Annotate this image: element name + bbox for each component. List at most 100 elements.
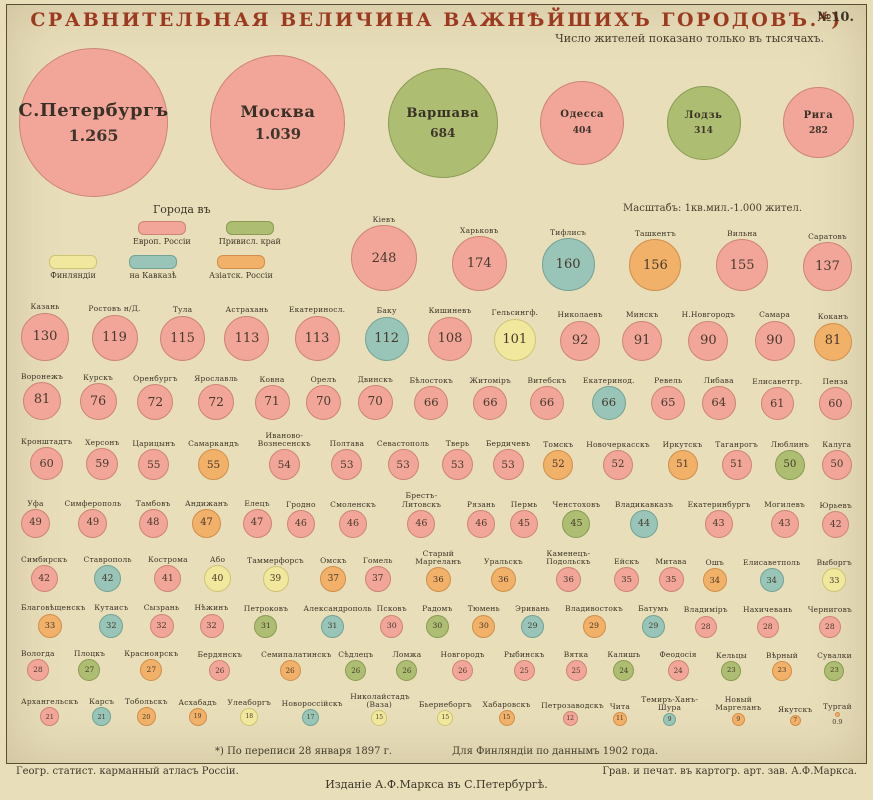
bubble-row: Симбирскъ 42 Ставрополь 42 Кострома 41 Або 40 Та… (15, 548, 858, 593)
city-bubble: Кронштадтъ 60 (21, 437, 72, 481)
legend-line-2: Финляндіи на Кавказѣ Азіатск. Россіи (49, 255, 345, 280)
city-circle: 23 (824, 660, 845, 681)
city-bubble: Новороссійскъ 17 (282, 699, 343, 727)
city-value: 60 (828, 396, 843, 410)
city-name-label: Радомъ (422, 604, 453, 614)
city-name-label: Екатериносл. (288, 305, 346, 315)
page-title: СРАВНИТЕЛЬНАЯ ВЕЛИЧИНА ВАЖНѢЙШИХЪ ГОРОДО… (30, 9, 843, 31)
city-circle: 35 (614, 567, 640, 593)
city-circle: 64 (701, 385, 736, 420)
city-bubble: Петрозаводскъ 12 (541, 701, 604, 727)
city-circle: 19 (188, 708, 207, 727)
city-bubble: Сувалки 23 (817, 650, 852, 681)
city-value: 9 (736, 715, 741, 723)
city-value: 115 (170, 330, 195, 346)
city-circle: Лодзь 314 (666, 85, 741, 160)
city-bubble: Таммерфорсъ 39 (247, 556, 304, 593)
city-circle: 76 (79, 382, 117, 420)
city-name-label: Иркутскъ (662, 440, 703, 449)
city-value: 119 (102, 330, 127, 345)
city-name-label: Архангельскъ (21, 697, 79, 706)
city-circle: 29 (641, 614, 665, 638)
city-name-label: Ревель (654, 375, 683, 385)
city-circle: 45 (510, 509, 539, 538)
city-name-label: Владикавказъ (614, 499, 674, 509)
city-bubble: Ташкентъ 156 (629, 229, 682, 292)
city-bubble: Нахичевань 28 (743, 605, 792, 638)
city-name-label: Уфа (27, 498, 44, 508)
city-value: 155 (729, 257, 755, 273)
city-name-label: Саратовъ (808, 232, 847, 241)
legend-item-label: на Кавказѣ (129, 271, 177, 280)
city-bubble: Новый Маргеланъ 9 (709, 695, 767, 727)
city-name-label: Черниговъ (807, 605, 852, 615)
city-bubble: С.Петербургъ 1.265 (18, 48, 168, 197)
city-circle: 9 (731, 713, 745, 727)
city-circle: 36 (555, 567, 581, 593)
city-value: 130 (32, 329, 58, 344)
city-name-label: Тобольскъ (124, 697, 168, 706)
city-circle: 43 (770, 509, 799, 538)
city-name-label: Феодосія (659, 649, 697, 659)
city-name-label: Воронежъ (21, 371, 64, 381)
header: СРАВНИТЕЛЬНАЯ ВЕЛИЧИНА ВАЖНѢЙШИХЪ ГОРОДО… (15, 9, 858, 31)
city-value: 43 (778, 518, 791, 529)
city-bubble: Елисаветполь 34 (743, 558, 800, 593)
city-value: 33 (44, 620, 56, 631)
legend-item-label: Азіатск. Россіи (209, 271, 273, 280)
city-value: 59 (95, 456, 110, 470)
city-name-label: Каменецъ-Подольскъ (546, 548, 591, 566)
city-value: 81 (33, 392, 51, 408)
city-name-label: Кишиневъ (428, 306, 472, 316)
city-bubble: Орелъ 70 (306, 374, 342, 420)
city-circle: 115 (160, 315, 206, 361)
city-circle: 33 (38, 613, 62, 638)
city-bubble: Уральскъ 36 (484, 557, 523, 593)
city-name-label: Орелъ (310, 374, 337, 384)
city-name-label: Николаевъ (557, 310, 603, 320)
city-value: 41 (162, 573, 174, 585)
city-bubble: Владикавказъ 44 (614, 499, 674, 538)
city-circle: 37 (320, 566, 347, 593)
city-name-label: Або (209, 555, 226, 564)
city-circle: 60 (30, 447, 64, 481)
city-value: 55 (206, 458, 221, 471)
city-bubble: Ковна 71 (254, 375, 290, 420)
city-name-label: Вильна (727, 229, 758, 238)
city-circle: 130 (21, 312, 69, 361)
city-name-label: Харьковъ (460, 226, 499, 235)
city-circle: 9 (663, 713, 677, 727)
city-name-label: Гомель (362, 556, 393, 565)
city-value: 72 (147, 394, 164, 409)
legend-item-label: Привисл. край (218, 237, 281, 246)
city-name-label: Александрополь (303, 604, 372, 614)
chart-frame: СРАВНИТЕЛЬНАЯ ВЕЛИЧИНА ВАЖНѢЙШИХЪ ГОРОДО… (6, 4, 867, 764)
city-circle: 81 (814, 322, 852, 361)
city-circle: 156 (629, 239, 682, 292)
city-circle: 53 (492, 449, 524, 481)
city-value: 72 (208, 394, 224, 409)
city-bubble: Калишъ 24 (607, 650, 640, 681)
city-name-label: Екатеринбургъ (687, 499, 751, 509)
city-circle: 20 (136, 707, 156, 727)
city-circle: 33 (822, 568, 847, 593)
city-value: 30 (386, 621, 397, 631)
bubble-row: Уфа 49 Симферополь 49 Тамбовъ 48 Андижанъ 47 Еле… (15, 492, 858, 538)
city-circle: 26 (396, 659, 418, 681)
city-bubble: Тюмень 30 (468, 604, 500, 638)
city-name-label: Сувалки (817, 650, 852, 660)
city-circle: 32 (99, 613, 124, 638)
city-name-label: Брестъ-Литовскъ (401, 491, 442, 509)
city-value: 60 (39, 457, 54, 471)
city-name-label: Кельцы (715, 650, 747, 660)
city-circle: 18 (240, 708, 259, 727)
city-value: 30 (478, 621, 489, 631)
city-bubble: Николаевъ 92 (557, 310, 603, 361)
city-name-label: Екатеринод. (582, 375, 635, 385)
city-name-label: Бердянскъ (197, 649, 243, 659)
city-value: 42 (38, 573, 51, 585)
city-circle: 53 (331, 449, 363, 481)
city-circle: 90 (754, 320, 795, 361)
city-bubble: Темиръ-Ханъ-Шура 9 (641, 695, 699, 727)
city-circle: 49 (78, 508, 108, 538)
